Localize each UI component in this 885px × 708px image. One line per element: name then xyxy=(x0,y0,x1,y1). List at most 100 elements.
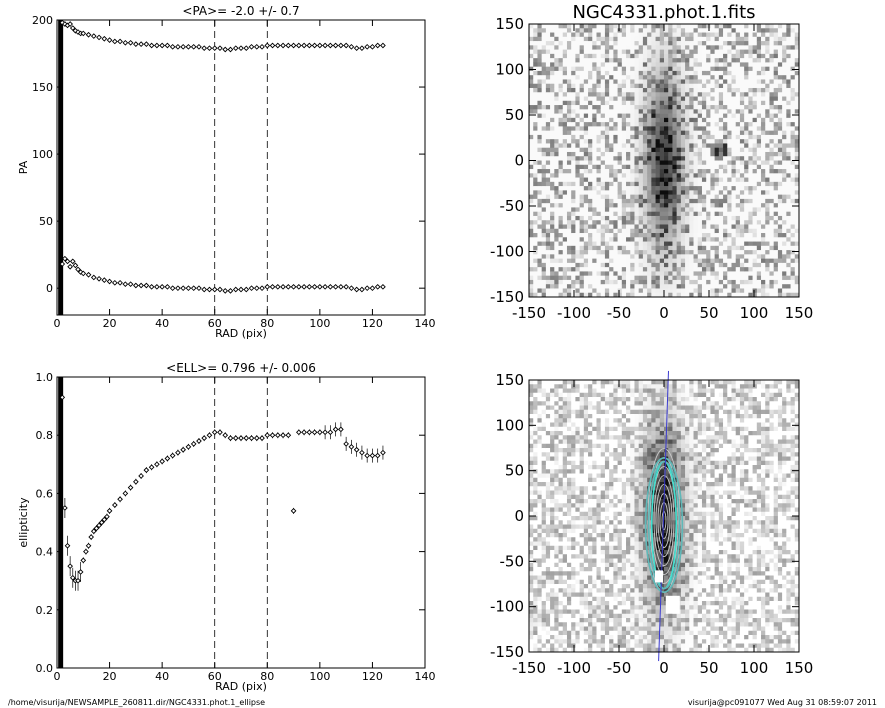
data-point-pa xyxy=(343,42,349,49)
fitted-ellipse xyxy=(647,460,681,590)
image-y-tick-label: -150 xyxy=(490,643,524,661)
x-tick-label-pa: 0 xyxy=(54,317,61,330)
data-point-ell xyxy=(348,444,355,450)
data-point-pa xyxy=(211,45,218,51)
data-point-ell xyxy=(264,432,271,439)
data-point-pa xyxy=(164,284,171,290)
y-axis-label-pa: PA xyxy=(17,160,30,174)
data-point-pa xyxy=(217,286,223,293)
x-tick-label-pa: 120 xyxy=(362,317,383,330)
data-point-pa xyxy=(85,31,92,38)
data-point-pa xyxy=(80,270,87,277)
y-tick-label-ell: 0.6 xyxy=(36,487,54,500)
data-point-pa xyxy=(127,281,134,287)
data-point-pa xyxy=(311,42,318,49)
image-y-tick-label: -150 xyxy=(490,288,524,306)
image-y-tick-label: 150 xyxy=(495,15,524,33)
x-tick-label-pa: 60 xyxy=(208,317,222,330)
data-point-pa xyxy=(72,262,79,269)
data-point-ell xyxy=(206,432,213,439)
data-point-pa xyxy=(201,45,208,51)
data-point-pa xyxy=(353,45,360,51)
data-point-pa xyxy=(96,275,102,282)
data-point-pa xyxy=(269,284,276,290)
data-point-pa xyxy=(353,286,360,293)
image-title-1: NGC4331.phot.1.fits xyxy=(572,2,755,23)
data-point-ell xyxy=(175,449,181,456)
data-point-pa xyxy=(101,35,108,42)
data-point-ell xyxy=(364,452,371,459)
data-point-pa xyxy=(332,42,339,49)
x-tick-label-pa: 100 xyxy=(309,317,330,330)
x-tick-label-ell: 120 xyxy=(362,670,383,683)
x-tick-label-ell: 20 xyxy=(103,670,117,683)
data-point-pa xyxy=(143,41,150,47)
data-point-pa xyxy=(359,286,365,293)
data-point-pa xyxy=(285,42,292,49)
image-x-tick-label: -150 xyxy=(512,304,546,322)
data-point-ell xyxy=(311,429,318,436)
inner-region-bar-ell xyxy=(58,377,64,668)
data-point-pa xyxy=(67,21,73,27)
data-point-pa xyxy=(180,285,187,292)
data-point-pa xyxy=(185,285,192,292)
x-tick-label-ell: 140 xyxy=(415,670,436,683)
data-point-pa xyxy=(217,45,223,51)
data-point-ell xyxy=(374,452,381,459)
x-axis-label-pa: RAD (pix) xyxy=(215,327,267,340)
data-point-pa xyxy=(295,42,302,49)
data-point-ell xyxy=(238,435,244,441)
data-point-ell xyxy=(380,449,386,456)
data-point-ell xyxy=(253,435,260,441)
data-point-pa xyxy=(90,33,97,39)
data-point-pa xyxy=(290,284,297,290)
image-y-tick-label: 100 xyxy=(495,416,524,434)
data-point-pa xyxy=(343,284,349,290)
x-tick-label-ell: 80 xyxy=(260,670,274,683)
data-point-ell xyxy=(143,467,150,473)
data-point-ell xyxy=(180,446,187,453)
data-point-pa xyxy=(243,286,250,293)
x-tick-label-pa: 80 xyxy=(260,317,274,330)
data-point-pa xyxy=(253,285,260,292)
data-point-pa xyxy=(85,271,92,278)
data-point-pa xyxy=(175,43,181,50)
data-point-ell xyxy=(98,519,105,526)
data-point-ell xyxy=(285,432,292,439)
image-x-tick-label: -100 xyxy=(557,659,591,677)
data-point-pa xyxy=(238,45,244,51)
data-point-pa xyxy=(380,42,386,49)
data-point-pa xyxy=(348,43,355,50)
data-point-ell xyxy=(232,435,239,441)
data-point-pa xyxy=(222,46,229,53)
data-point-pa xyxy=(64,258,71,265)
y-tick-label-pa: 100 xyxy=(32,148,53,161)
image-x-tick-label: -50 xyxy=(607,659,632,677)
data-point-ell xyxy=(169,452,176,459)
data-point-pa xyxy=(122,39,129,46)
data-point-pa xyxy=(164,42,171,49)
data-point-ell xyxy=(101,516,108,523)
data-point-ell xyxy=(306,429,313,436)
data-point-pa xyxy=(169,285,176,292)
data-point-pa xyxy=(306,42,313,49)
data-point-pa xyxy=(196,43,202,50)
data-point-pa xyxy=(69,25,76,31)
data-point-ell xyxy=(62,505,68,511)
data-point-pa xyxy=(80,30,87,37)
data-point-ell xyxy=(369,452,376,459)
data-point-pa xyxy=(280,42,286,49)
data-point-pa xyxy=(322,284,328,290)
galaxy-image-2 xyxy=(529,380,800,653)
data-point-ell xyxy=(77,569,84,575)
data-point-ell xyxy=(75,577,81,584)
major-axis-line xyxy=(658,370,669,662)
data-point-ell xyxy=(93,525,100,532)
data-point-pa xyxy=(190,43,197,50)
image-x-tick-label: 0 xyxy=(659,304,669,322)
data-point-pa xyxy=(264,42,271,49)
data-point-ell xyxy=(185,444,192,450)
data-point-ell xyxy=(227,435,234,441)
data-point-pa xyxy=(175,285,181,292)
